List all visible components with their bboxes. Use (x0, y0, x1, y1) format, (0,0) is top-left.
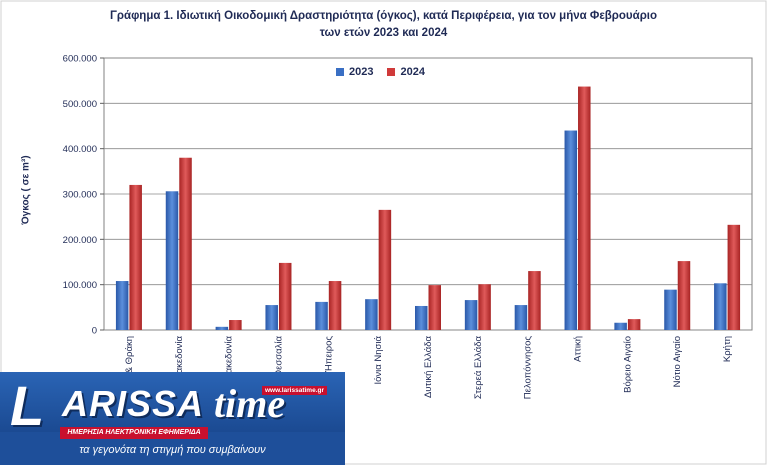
legend-item-2024: 2024 (387, 66, 425, 78)
chart-subtitle: των ετών 2023 και 2024 (319, 27, 448, 39)
bar-2024 (129, 184, 142, 330)
x-tick-label: Νότιο Αιγαίο (672, 336, 683, 387)
bar-2023 (714, 283, 727, 330)
y-tick-label: 100.000 (63, 280, 97, 291)
y-tick-label: 200.000 (63, 235, 97, 246)
legend-label-2024: 2024 (400, 66, 425, 78)
bar-2023 (564, 130, 578, 330)
logo-letter: L (10, 374, 45, 437)
y-tick-label: 500.000 (63, 99, 97, 110)
x-tick-label: Ιόνια Νησιά (373, 335, 384, 384)
logo-background (0, 372, 345, 432)
bar-2024 (278, 262, 292, 330)
bar-2024 (478, 284, 491, 330)
x-tick-label: Δυτική Ελλάδα (423, 335, 434, 398)
y-axis-label: Όγκος ( σε m³) (20, 155, 32, 225)
larissatime-logo: L ARISSA time www.larissatime.gr ΗΜΕΡΗΣΙ… (0, 372, 345, 465)
bar-2023 (215, 326, 229, 330)
logo-tagline: ΗΜΕΡΗΣΙΑ ΗΛΕΚΤΡΟΝΙΚΗ ΕΦΗΜΕΡΙΔΑ (60, 427, 208, 439)
bar-2023 (614, 322, 627, 330)
x-tick-label: Αττική (573, 336, 584, 362)
x-tick-label: Πελοπόννησος (523, 336, 534, 400)
logo-slogan: τα γεγονότα τη στιγμή που συμβαίνουν (79, 444, 266, 456)
legend-item-2023: 2023 (336, 66, 373, 78)
bar-2024 (328, 281, 342, 330)
x-tick-label: Κρήτη (722, 336, 733, 362)
bar-2024 (578, 86, 591, 330)
bar-2024 (627, 319, 641, 330)
bar-2023 (415, 305, 428, 330)
logo-word: ARISSA (62, 383, 205, 424)
bar-2023 (315, 301, 328, 330)
x-tick-label: Θεσσαλία (273, 335, 284, 377)
bar-2024 (378, 209, 392, 330)
logo-url: www.larissatime.gr (262, 386, 328, 395)
bar-2024 (229, 320, 242, 330)
chart-title: Γράφημα 1. Ιδιωτική Οικοδομική Δραστηριό… (109, 10, 658, 22)
x-tick-label: Βόρειο Αιγαίο (622, 336, 633, 393)
legend-swatch-2024 (387, 68, 396, 76)
legend-label-2023: 2023 (349, 66, 374, 78)
y-tick-label: 0 (92, 326, 97, 337)
bar-2024 (428, 285, 441, 330)
chart-legend: 2023 2024 (336, 66, 425, 78)
bar-2023 (115, 281, 129, 330)
bar-2024 (179, 157, 192, 330)
x-tick-label: Ήπειρος (323, 336, 334, 374)
bar-2023 (514, 305, 528, 330)
bar-2024 (677, 261, 691, 330)
legend-swatch-2023 (336, 68, 344, 76)
x-tick-label: Στερεά Ελλάδα (473, 336, 484, 400)
bar-2023 (664, 289, 677, 330)
bar-2023 (365, 299, 378, 330)
y-tick-label: 300.000 (63, 190, 97, 201)
y-tick-label: 400.000 (63, 144, 97, 155)
bar-2023 (464, 300, 478, 330)
bar-2023 (265, 305, 278, 330)
bar-2024 (528, 271, 541, 330)
bar-2024 (727, 224, 741, 330)
bar-2023 (165, 191, 179, 330)
y-tick-label: 600.000 (63, 54, 97, 65)
